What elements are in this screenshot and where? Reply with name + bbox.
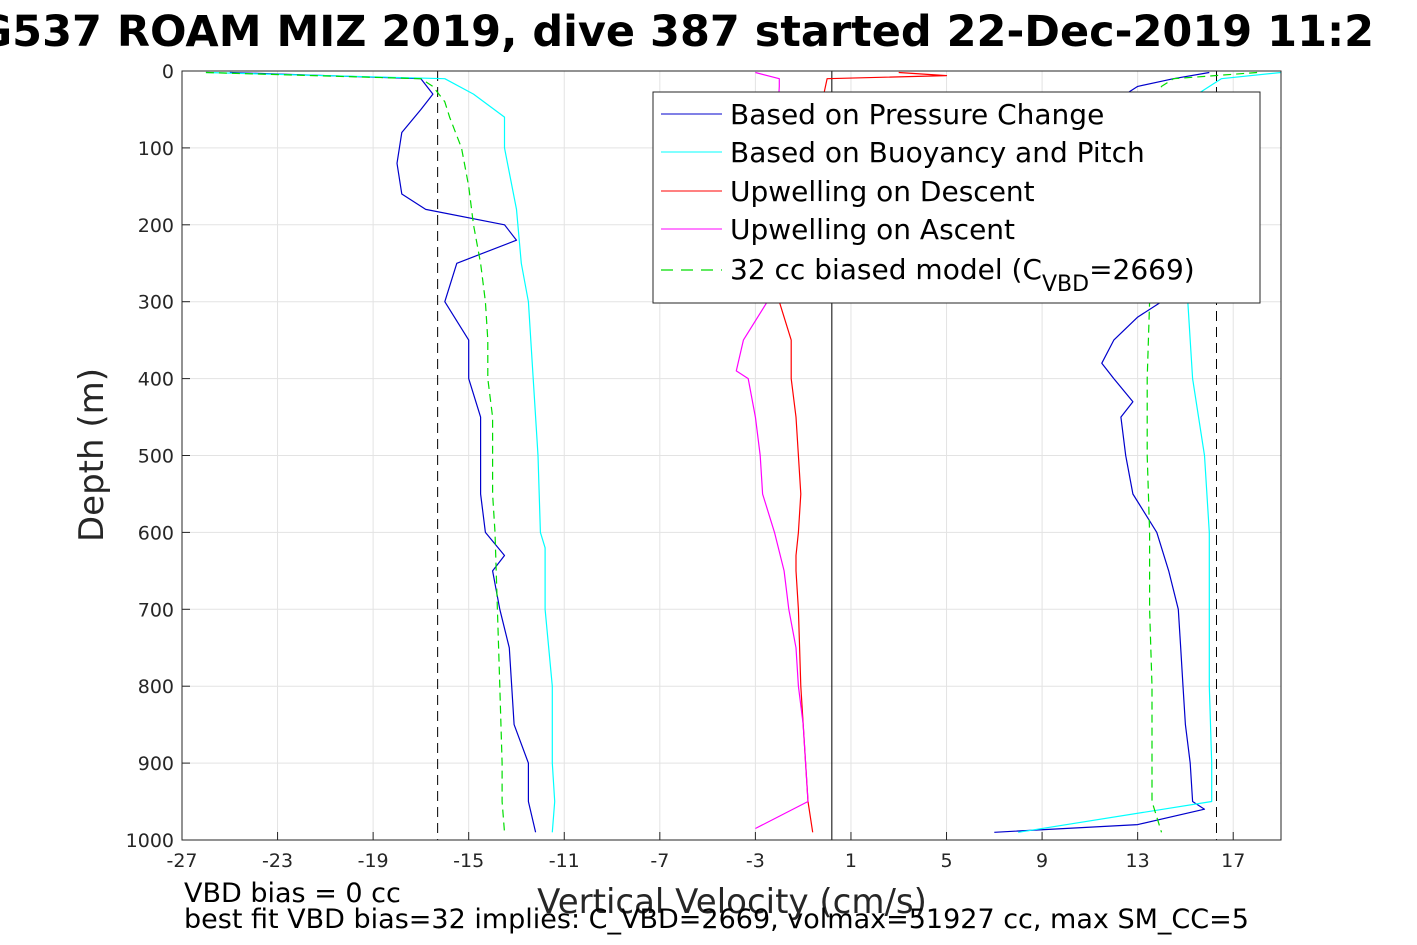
y-tick-label: 400	[138, 369, 174, 391]
series-line	[229, 71, 537, 833]
y-tick-label: 300	[138, 292, 174, 314]
legend-label-ascent: Upwelling on Ascent	[730, 213, 1015, 246]
x-tick-label: 17	[1221, 850, 1245, 872]
y-tick-label: 800	[138, 676, 174, 698]
y-axis-label: Depth (m)	[72, 368, 112, 542]
x-tick-label: 1	[845, 850, 857, 872]
y-tick-label: 900	[138, 753, 174, 775]
legend-model-prefix: 32 cc biased model (C	[730, 253, 1042, 286]
footer-fit-note: best fit VBD bias=32 implies: C_VBD=2669…	[184, 904, 1249, 935]
legend-model-suffix: =2669)	[1089, 253, 1195, 286]
chart-title: SG537 ROAM MIZ 2019, dive 387 started 22…	[0, 7, 1374, 57]
legend-box	[652, 91, 1261, 304]
y-tick-label: 200	[138, 215, 174, 237]
legend: Based on Pressure Change Based on Buoyan…	[652, 91, 1261, 304]
legend-label-buoyancy: Based on Buoyancy and Pitch	[730, 136, 1145, 169]
series-line	[1146, 71, 1258, 833]
legend-label-model: 32 cc biased model (CVBD=2669)	[730, 253, 1195, 297]
x-tick-label: -19	[358, 850, 389, 872]
x-tick-label: -27	[166, 850, 197, 872]
x-tick-label: 5	[940, 850, 952, 872]
y-tick-label: 0	[162, 61, 174, 83]
y-tick-label: 600	[138, 522, 174, 544]
x-tick-label: -11	[549, 850, 580, 872]
y-tick-label: 100	[138, 138, 174, 160]
x-tick-label: 9	[1036, 850, 1048, 872]
y-tick-label: 700	[138, 599, 174, 621]
y-tick-label: 500	[138, 446, 174, 468]
legend-label-pressure: Based on Pressure Change	[730, 98, 1104, 131]
footer-bias-note: VBD bias = 0 cc	[184, 878, 401, 909]
x-tick-label: -3	[746, 850, 765, 872]
x-tick-label: -7	[650, 850, 669, 872]
x-tick-label: -15	[453, 850, 484, 872]
x-axis-label: Vertical Velocity (cm/s)	[537, 882, 927, 922]
x-tick-label: -23	[262, 850, 293, 872]
series-line	[205, 71, 556, 833]
y-tick-label: 1000	[126, 830, 174, 852]
legend-label-descent: Upwelling on Descent	[730, 175, 1035, 208]
series-line	[205, 71, 506, 833]
tick-labels: -27 -23 -19 -15 -11 -7 -3 1 5 9 13 17 0 100 200 300 400 5…	[126, 61, 1246, 872]
x-tick-label: 13	[1126, 850, 1150, 872]
legend-model-subscript: VBD	[1042, 272, 1089, 297]
